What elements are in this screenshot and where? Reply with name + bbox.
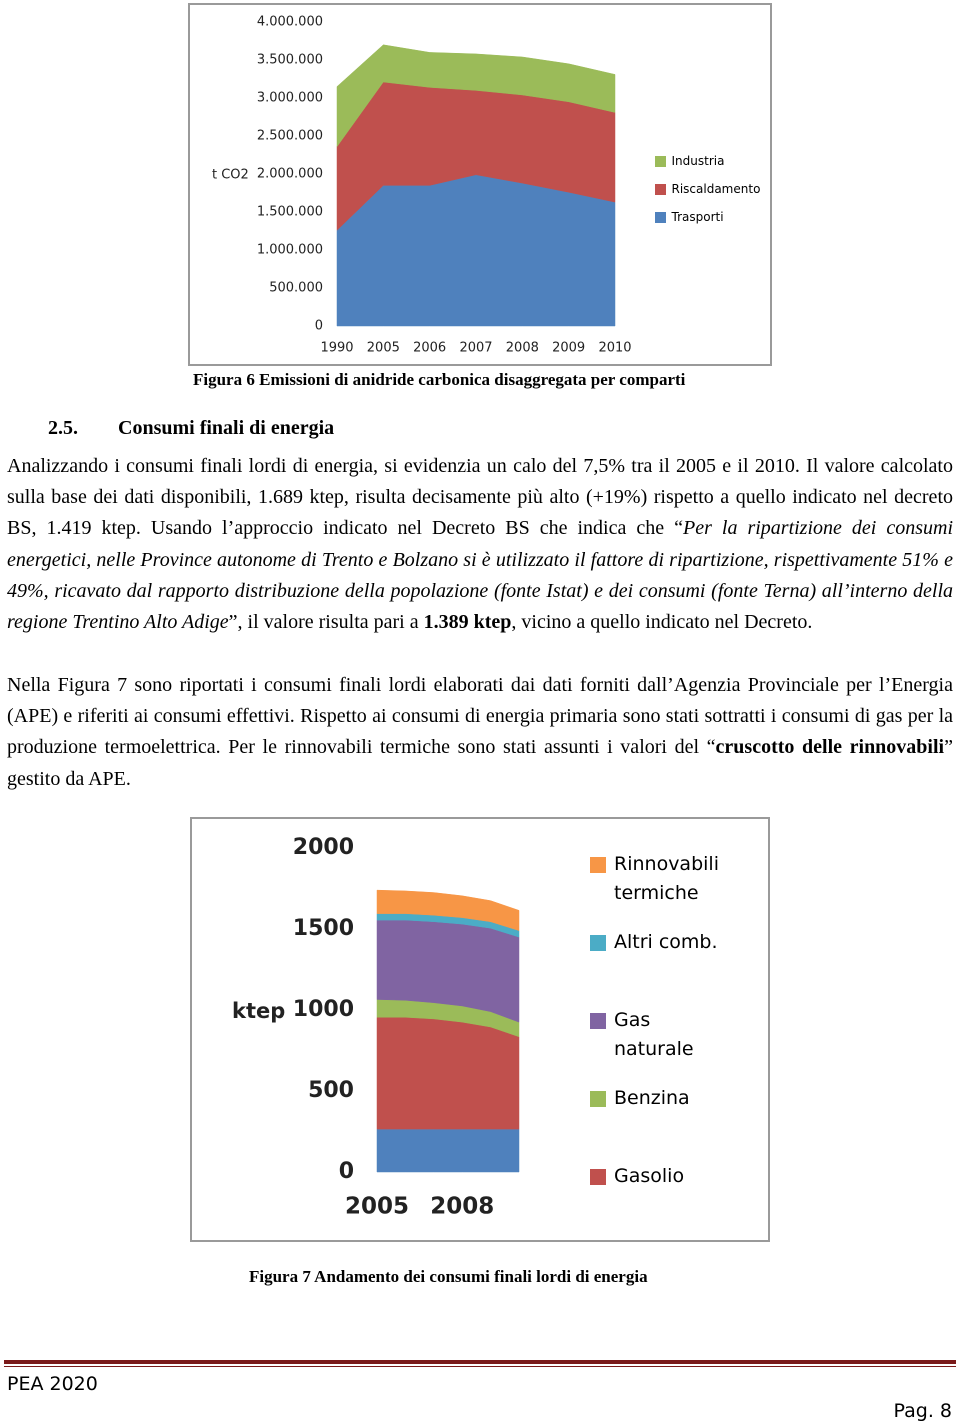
legend-item: Altri comb. — [590, 928, 730, 957]
y-tick-label: 2.500.000 — [257, 129, 323, 144]
section-number: 2.5. — [48, 417, 78, 439]
y-tick-label: 3.500.000 — [257, 53, 323, 68]
chart: 0 500.000 1.000.000 1.500.000 2.000.000 2.500… — [212, 15, 632, 356]
y-axis-label: ktep — [232, 999, 285, 1023]
area — [376, 1128, 520, 1173]
legend-swatch — [590, 1168, 606, 1185]
footer-rule — [4, 1360, 956, 1364]
figure-caption: Figura 7 Andamento dei consumi finali lo… — [249, 1267, 648, 1286]
quote: Per la ripartizione dei consumi energeti… — [7, 517, 953, 634]
y-tick-label: 4.000.000 — [257, 15, 323, 30]
x-tick-label: 2008 — [430, 1194, 494, 1220]
legend-label: Gas naturale — [614, 1009, 694, 1061]
area — [336, 174, 616, 327]
y-tick-label: 1500 — [293, 916, 354, 941]
y-tick-label: 0 — [315, 319, 323, 334]
y-tick-label: 1000 — [293, 997, 354, 1022]
text: ” gestito da APE. — [7, 736, 953, 790]
legend-swatch — [655, 211, 666, 223]
section-title: Consumi finali di energia — [118, 417, 335, 439]
legend-swatch — [590, 856, 606, 873]
y-tick-label: 2.000.000 — [257, 167, 323, 182]
legend-item: Trasporti — [655, 208, 765, 227]
y-axis-label: t CO2 — [212, 168, 249, 183]
y-tick-label: 3.000.000 — [257, 91, 323, 106]
y-tick-label: 2000 — [293, 835, 354, 860]
paragraph: Nella Figura 7 sono riportati i consumi … — [7, 670, 953, 795]
chart: 0 500 1000 1500 2000 ktep 2005 2008 — [232, 835, 520, 1220]
x-tick-label: 2005 — [367, 341, 400, 356]
page-number: Pag. 8 — [893, 1400, 952, 1422]
legend-item: Gas naturale — [590, 1006, 730, 1065]
chart-frame: 0 500.000 1.000.000 1.500.000 2.000.000 2.500… — [188, 3, 772, 366]
x-tick-label: 2010 — [598, 341, 631, 356]
legend-label: Altri comb. — [614, 931, 718, 953]
chart-frame: 0 500 1000 1500 2000 ktep 2005 2008 Gasolio Benz… — [190, 817, 770, 1242]
y-tick-label: 1.000.000 — [257, 243, 323, 258]
y-tick-label: 500 — [308, 1078, 354, 1103]
area — [376, 1017, 520, 1130]
legend-item: Riscaldamento — [655, 180, 765, 199]
legend-label: Rinnovabili termiche — [614, 853, 719, 905]
y-tick-label: 0 — [339, 1159, 354, 1184]
x-tick-label: 2009 — [552, 341, 585, 356]
text: Analizzando i consumi finali lordi di en… — [7, 455, 953, 540]
legend-label: Riscaldamento — [671, 182, 761, 196]
footer-text: PEA 2020 — [7, 1373, 98, 1395]
legend-swatch — [590, 1012, 606, 1029]
x-tick-label: 2007 — [459, 341, 492, 356]
figure-caption: Figura 6 Emissioni di anidride carbonica… — [193, 370, 686, 389]
x-tick-label: 2008 — [506, 341, 539, 356]
legend-label: Trasporti — [671, 210, 724, 224]
area — [376, 889, 520, 931]
legend-item: Benzina — [590, 1084, 730, 1113]
legend-item: Rinnovabili termiche — [590, 850, 730, 909]
legend-item: Gasolio — [590, 1162, 730, 1191]
legend-label: Gasolio — [614, 1165, 685, 1187]
legend-item: Industria — [655, 152, 765, 171]
text: , vicino a quello indicato nel Decreto. — [511, 611, 813, 634]
x-tick-label: 2005 — [345, 1194, 409, 1220]
bold-text: 1.389 ktep — [423, 611, 512, 634]
x-tick-label: 1990 — [320, 341, 353, 356]
x-tick-label: 2006 — [413, 341, 446, 356]
y-tick-label: 500.000 — [269, 281, 323, 296]
paragraph: Analizzando i consumi finali lordi di en… — [7, 451, 953, 638]
y-tick-label: 1.500.000 — [257, 205, 323, 220]
bold-text: cruscotto delle rinnovabili — [715, 736, 945, 759]
legend-label: Industria — [671, 154, 725, 168]
footer-rule — [4, 1366, 956, 1367]
text: Nella Figura 7 sono riportati i consumi … — [7, 674, 953, 759]
legend-swatch — [590, 934, 606, 951]
text: ”, il valore risulta pari a — [228, 611, 424, 634]
legend-swatch — [655, 155, 666, 167]
area — [336, 44, 616, 148]
legend-swatch — [590, 1090, 606, 1107]
legend-label: Benzina — [614, 1087, 690, 1109]
legend-swatch — [655, 183, 666, 195]
